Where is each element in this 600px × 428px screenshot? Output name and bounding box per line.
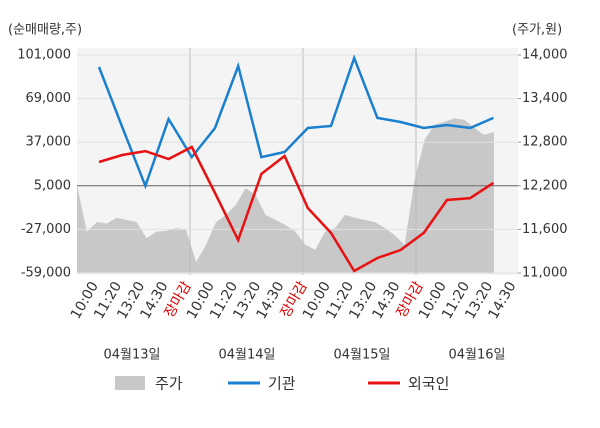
day-label: 04월13일 bbox=[103, 348, 160, 363]
y-tick-label: -59,000 bbox=[21, 266, 71, 281]
series-line bbox=[97, 54, 494, 190]
y-tick-label: 101,000 bbox=[17, 48, 71, 63]
y-tick-label: 69,000 bbox=[26, 91, 72, 106]
day-label: 04월16일 bbox=[448, 348, 505, 363]
series-line bbox=[98, 145, 495, 273]
y-tick-label: 37,000 bbox=[26, 135, 72, 150]
y2-tick-label: 11,000 bbox=[522, 266, 568, 281]
day-label: 04월14일 bbox=[218, 348, 275, 363]
y2-tick-label: 14,000 bbox=[522, 48, 568, 63]
y-tick-label: 5,000 bbox=[34, 178, 71, 193]
legend-label: 기관 bbox=[268, 375, 296, 393]
legend-swatch bbox=[115, 376, 145, 390]
y2-tick-label: 12,800 bbox=[522, 135, 568, 150]
y-tick-label: -27,000 bbox=[21, 222, 71, 237]
y2-tick-label: 12,200 bbox=[522, 178, 568, 193]
y2-tick-label: 11,600 bbox=[522, 222, 568, 237]
price-area bbox=[77, 118, 494, 273]
y2-axis-label: (주가,원) bbox=[512, 23, 562, 38]
legend-label: 외국인 bbox=[408, 375, 449, 393]
y-axis-label: (순매매량,주) bbox=[8, 23, 82, 38]
legend-label: 주가 bbox=[155, 375, 183, 393]
day-label: 04월15일 bbox=[333, 348, 390, 363]
y2-tick-label: 13,400 bbox=[522, 91, 568, 106]
